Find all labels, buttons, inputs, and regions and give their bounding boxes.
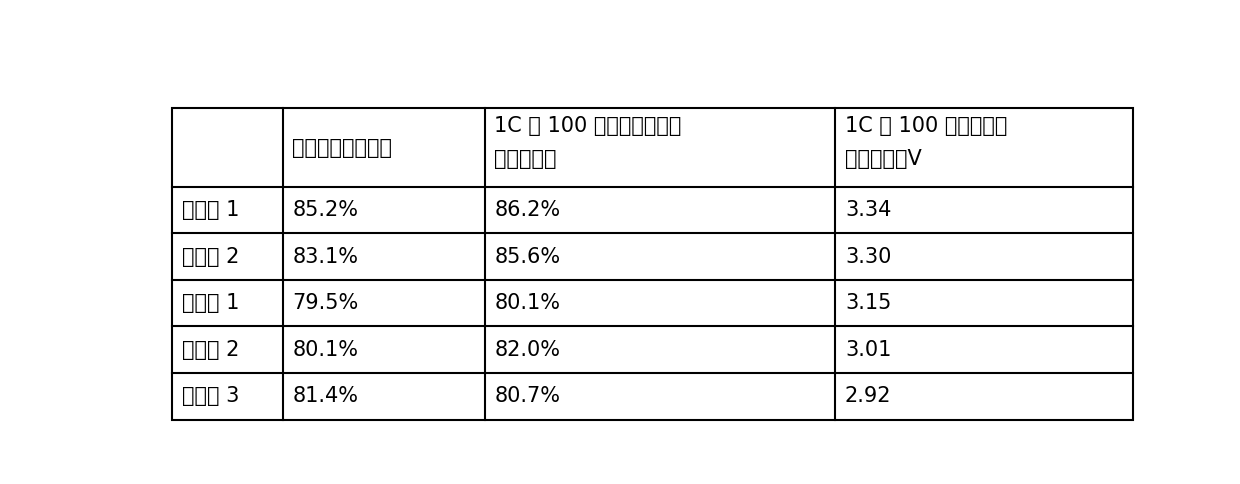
Text: 实施例 2: 实施例 2 [182, 246, 239, 267]
Text: 1C 下 100 周循环后的容量: 1C 下 100 周循环后的容量 [495, 116, 682, 136]
Text: 3.34: 3.34 [844, 200, 892, 220]
Text: 82.0%: 82.0% [495, 340, 560, 360]
Text: 1C 下 100 周循环后的: 1C 下 100 周循环后的 [844, 116, 1007, 136]
Text: 85.6%: 85.6% [495, 246, 560, 267]
Text: 2.92: 2.92 [844, 386, 892, 406]
Text: 81.4%: 81.4% [293, 386, 358, 406]
Text: 3.15: 3.15 [844, 293, 892, 313]
Text: 对比例 1: 对比例 1 [182, 293, 239, 313]
Text: 83.1%: 83.1% [293, 246, 358, 267]
Text: 3.30: 3.30 [844, 246, 892, 267]
Text: 首周库伦效率，％: 首周库伦效率，％ [293, 137, 392, 157]
Text: 放电中压，V: 放电中压，V [844, 149, 921, 169]
Text: 86.2%: 86.2% [495, 200, 560, 220]
Text: 85.2%: 85.2% [293, 200, 358, 220]
Text: 保持率，％: 保持率，％ [495, 149, 557, 169]
Text: 3.01: 3.01 [844, 340, 892, 360]
Text: 对比例 3: 对比例 3 [182, 386, 239, 406]
Text: 80.7%: 80.7% [495, 386, 560, 406]
Text: 对比例 2: 对比例 2 [182, 340, 239, 360]
Text: 80.1%: 80.1% [495, 293, 560, 313]
Text: 实施例 1: 实施例 1 [182, 200, 239, 220]
Text: 79.5%: 79.5% [293, 293, 358, 313]
Bar [172, 108, 1133, 420]
Text: 80.1%: 80.1% [293, 340, 358, 360]
